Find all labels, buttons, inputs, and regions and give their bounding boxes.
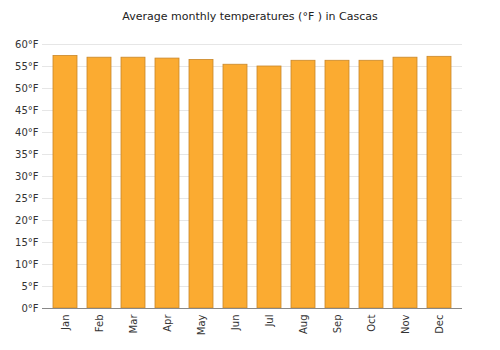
svg-text:Feb: Feb (94, 315, 105, 333)
svg-text:60°F: 60°F (15, 39, 39, 50)
svg-text:10°F: 10°F (15, 259, 39, 270)
svg-text:Sep: Sep (332, 315, 343, 334)
svg-text:35°F: 35°F (15, 149, 39, 160)
svg-text:Dec: Dec (434, 315, 445, 334)
html-text:Average monthly temperatures (: Average monthly temperatures (°F ) in Ca… (122, 10, 378, 23)
svg-text:5°F: 5°F (21, 281, 38, 292)
svg-text:25°F: 25°F (15, 193, 39, 204)
svg-text:45°F: 45°F (15, 105, 39, 116)
svg-text:Jul: Jul (264, 315, 275, 328)
svg-text:30°F: 30°F (15, 171, 39, 182)
svg-text:15°F: 15°F (15, 237, 39, 248)
svg-text:Jun: Jun (230, 315, 241, 332)
svg-text:40°F: 40°F (15, 127, 39, 138)
svg-text:Mar: Mar (128, 314, 139, 334)
svg-text:Aug: Aug (298, 315, 309, 335)
svg-text:0°F: 0°F (21, 303, 38, 314)
svg-text:55°F: 55°F (15, 61, 39, 72)
svg-text:50°F: 50°F (15, 83, 39, 94)
svg-text:Oct: Oct (366, 314, 377, 331)
svg-text:Nov: Nov (400, 314, 411, 334)
svg-text:Jan: Jan (60, 315, 71, 331)
svg-text:Apr: Apr (162, 314, 173, 332)
svg-text:May: May (196, 314, 207, 335)
svg-text:20°F: 20°F (15, 215, 39, 226)
